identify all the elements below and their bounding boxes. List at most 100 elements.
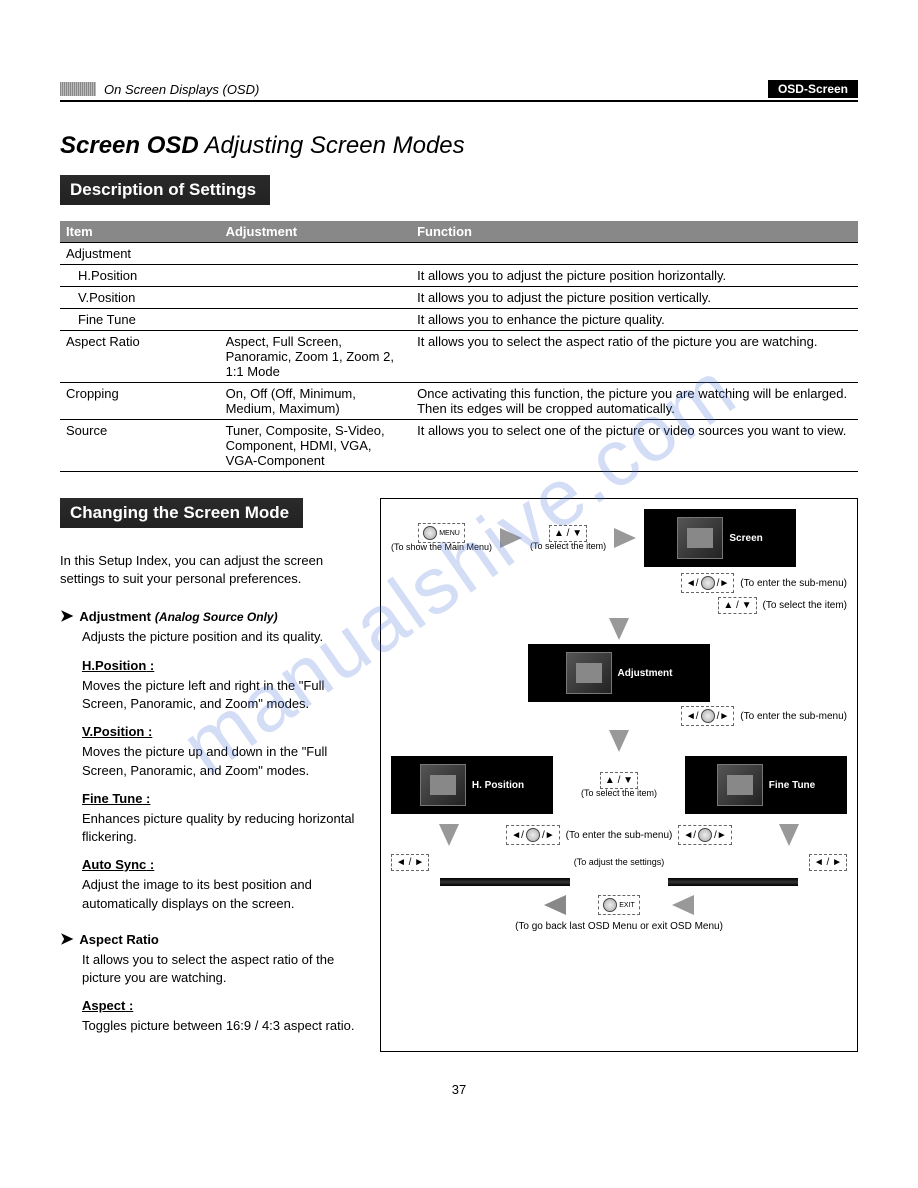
- settings-table: Item Adjustment Function Adjustment H.Po…: [60, 221, 858, 472]
- aspect-heading: ➤ Aspect Ratio: [60, 929, 364, 949]
- caption-show-main: (To show the Main Menu): [391, 543, 492, 553]
- title-bold: Screen OSD: [60, 132, 199, 159]
- adjustment-block: Adjusts the picture position and its qua…: [82, 628, 364, 912]
- aspect-block: It allows you to select the aspect ratio…: [82, 951, 364, 1036]
- setting-desc: Toggles picture between 16:9 / 4:3 aspec…: [82, 1017, 364, 1035]
- exit-button-icon: EXIT: [598, 895, 640, 915]
- col-item: Item: [60, 221, 220, 243]
- cube-icon: [420, 764, 466, 806]
- cell-fn: It allows you to select the aspect ratio…: [411, 331, 858, 383]
- osd-label-finetune: Fine Tune: [769, 780, 815, 791]
- caption-enter-sub: (To enter the sub-menu): [740, 711, 847, 722]
- cell-item: Aspect Ratio: [60, 331, 220, 383]
- table-row: Source Tuner, Composite, S-Video, Compon…: [60, 420, 858, 472]
- table-row: V.Position It allows you to adjust the p…: [60, 287, 858, 309]
- cube-icon: [717, 764, 763, 806]
- header-left: On Screen Displays (OSD): [60, 82, 259, 97]
- header-decor-block: [60, 82, 96, 96]
- aspect-title: Aspect Ratio: [79, 932, 158, 947]
- intro-text: In this Setup Index, you can adjust the …: [60, 552, 364, 588]
- setting-desc: Moves the picture up and down in the "Fu…: [82, 743, 364, 779]
- osd-finetune-preview: Fine Tune: [685, 756, 847, 814]
- cell-adj: [220, 243, 412, 265]
- cell-item: H.Position: [60, 265, 220, 287]
- two-column-layout: Changing the Screen Mode In this Setup I…: [60, 498, 858, 1052]
- setting-desc: Enhances picture quality by reducing hor…: [82, 810, 364, 846]
- arrow-right-icon: [500, 528, 522, 548]
- caption-enter-sub: (To enter the sub-menu): [566, 830, 673, 841]
- setting-name: Fine Tune :: [82, 791, 150, 806]
- cell-fn: It allows you to adjust the picture posi…: [411, 265, 858, 287]
- cell-item: Cropping: [60, 383, 220, 420]
- table-row: Aspect Ratio Aspect, Full Screen, Panora…: [60, 331, 858, 383]
- diagram-row: [391, 875, 847, 889]
- cell-item: V.Position: [60, 287, 220, 309]
- leftright-arrows-icon: ◄ / ►: [391, 854, 429, 871]
- arrow-down-icon: [609, 618, 629, 640]
- page-number: 37: [60, 1082, 858, 1097]
- table-row: Adjustment: [60, 243, 858, 265]
- cell-adj: [220, 265, 412, 287]
- cell-item: Source: [60, 420, 220, 472]
- osd-hposition-preview: H. Position: [391, 756, 553, 814]
- section-heading-changing: Changing the Screen Mode: [60, 498, 303, 528]
- leftright-arrows-icon: ◄ / ►: [809, 854, 847, 871]
- arrow-down-icon: [439, 824, 459, 846]
- arrow-down-icon: [779, 824, 799, 846]
- col-function: Function: [411, 221, 858, 243]
- arrow-down-icon: [609, 730, 629, 752]
- osd-label-hposition: H. Position: [472, 780, 524, 791]
- osd-adjustment-preview: Adjustment: [528, 644, 710, 702]
- diagram-row: MENU (To show the Main Menu) ▲ / ▼ (To s…: [391, 509, 847, 567]
- diagram-row: ▲ / ▼ (To select the item): [391, 597, 847, 614]
- curve-arrow-left-icon: [544, 895, 566, 915]
- arrow-right-icon: [614, 528, 636, 548]
- diagram-row: H. Position ▲ / ▼ (To select the item) F…: [391, 756, 847, 814]
- header-left-text: On Screen Displays (OSD): [104, 82, 259, 97]
- osd-label-adjustment: Adjustment: [618, 668, 673, 679]
- leftright-button-icon: ◄//►: [506, 825, 559, 845]
- diagram-row: ◄ / ► (To adjust the settings) ◄ / ►: [391, 854, 847, 871]
- slider-bar: [668, 878, 798, 886]
- col-adjustment: Adjustment: [220, 221, 412, 243]
- cell-fn: [411, 243, 858, 265]
- updown-button-icon: ▲ / ▼: [600, 772, 638, 789]
- cube-icon: [566, 652, 612, 694]
- left-column: Changing the Screen Mode In this Setup I…: [60, 498, 364, 1052]
- setting-name: Auto Sync :: [82, 857, 154, 872]
- leftright-button-icon: ◄//►: [681, 706, 734, 726]
- leftright-button-icon: ◄//►: [681, 573, 734, 593]
- title-rest: Adjusting Screen Modes: [199, 132, 465, 159]
- cell-item: Adjustment: [60, 243, 220, 265]
- diagram-panel: MENU (To show the Main Menu) ▲ / ▼ (To s…: [380, 498, 858, 1052]
- cube-icon: [677, 517, 723, 559]
- cell-fn: It allows you to select one of the pictu…: [411, 420, 858, 472]
- table-row: Cropping On, Off (Off, Minimum, Medium, …: [60, 383, 858, 420]
- setting-name: H.Position :: [82, 658, 154, 673]
- caption-select-item: (To select the item): [530, 542, 606, 552]
- caption-go-back: (To go back last OSD Menu or exit OSD Me…: [391, 921, 847, 932]
- osd-label-screen: Screen: [729, 533, 762, 544]
- diagram-row: EXIT: [391, 895, 847, 915]
- updown-button-icon: ▲ / ▼: [549, 525, 587, 542]
- table-header-row: Item Adjustment Function: [60, 221, 858, 243]
- cell-adj: [220, 309, 412, 331]
- caption-select-item: (To select the item): [763, 600, 847, 611]
- page-header: On Screen Displays (OSD) OSD-Screen: [60, 80, 858, 102]
- cell-fn: It allows you to enhance the picture qua…: [411, 309, 858, 331]
- page: manualshive.com On Screen Displays (OSD)…: [0, 0, 918, 1137]
- page-title: Screen OSD Adjusting Screen Modes: [60, 132, 858, 160]
- menu-button-icon: MENU: [418, 523, 465, 543]
- flow-diagram: MENU (To show the Main Menu) ▲ / ▼ (To s…: [391, 509, 847, 932]
- header-right-badge: OSD-Screen: [768, 80, 858, 98]
- cell-fn: It allows you to adjust the picture posi…: [411, 287, 858, 309]
- cell-adj: Aspect, Full Screen, Panoramic, Zoom 1, …: [220, 331, 412, 383]
- osd-screen-preview: Screen: [644, 509, 796, 567]
- adjustment-title: Adjustment: [79, 609, 151, 624]
- caption-select-item: (To select the item): [581, 789, 657, 799]
- caption-adjust-settings: (To adjust the settings): [574, 858, 665, 868]
- caption-enter-sub: (To enter the sub-menu): [740, 578, 847, 589]
- cell-adj: Tuner, Composite, S-Video, Component, HD…: [220, 420, 412, 472]
- slider-bar: [440, 878, 570, 886]
- updown-button-icon: ▲ / ▼: [718, 597, 756, 614]
